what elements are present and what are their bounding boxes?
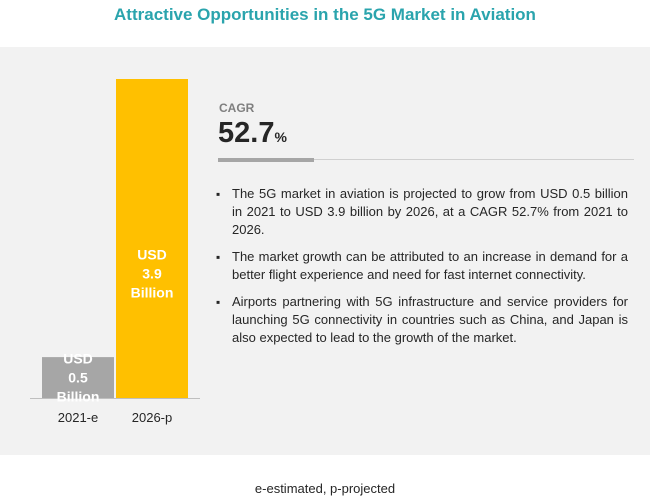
key-points-list: ▪ The 5G market in aviation is projected …: [216, 185, 628, 356]
key-point: ▪ The market growth can be attributed to …: [216, 248, 628, 284]
bar-2026-p: [116, 79, 188, 398]
key-point-text: The 5G market in aviation is projected t…: [232, 186, 628, 237]
key-point: ▪ Airports partnering with 5G infrastruct…: [216, 293, 628, 347]
key-point-text: Airports partnering with 5G infrastructu…: [232, 294, 628, 345]
bullet-icon: ▪: [216, 295, 221, 309]
key-point: ▪ The 5G market in aviation is projected …: [216, 185, 628, 239]
footnote: e-estimated, p-projected: [254, 481, 396, 496]
bullet-icon: ▪: [216, 187, 221, 201]
bar-data-label: 3.9: [142, 266, 162, 282]
cagr-accent-rule: [218, 158, 314, 162]
bar-data-label: 0.5: [68, 370, 88, 386]
cagr-number: 52.7: [218, 117, 275, 149]
cagr-label: CAGR: [219, 101, 255, 115]
bar-data-label: Billion: [131, 285, 174, 301]
key-point-text: The market growth can be attributed to a…: [232, 249, 628, 282]
cagr-value: 52.7%: [218, 115, 287, 155]
x-tick-label: 2021-e: [58, 410, 98, 425]
x-tick-label: 2026-p: [132, 410, 172, 425]
cagr-unit: %: [274, 129, 287, 145]
bar-data-label: Billion: [57, 389, 100, 405]
bar-data-label: USD: [137, 247, 167, 263]
cagr-divider: [314, 159, 634, 160]
bar-data-label: USD: [63, 351, 93, 367]
bar-2021-e: [42, 357, 114, 398]
chart-title: Attractive Opportunities in the 5G Marke…: [114, 5, 536, 24]
bullet-icon: ▪: [216, 250, 221, 264]
